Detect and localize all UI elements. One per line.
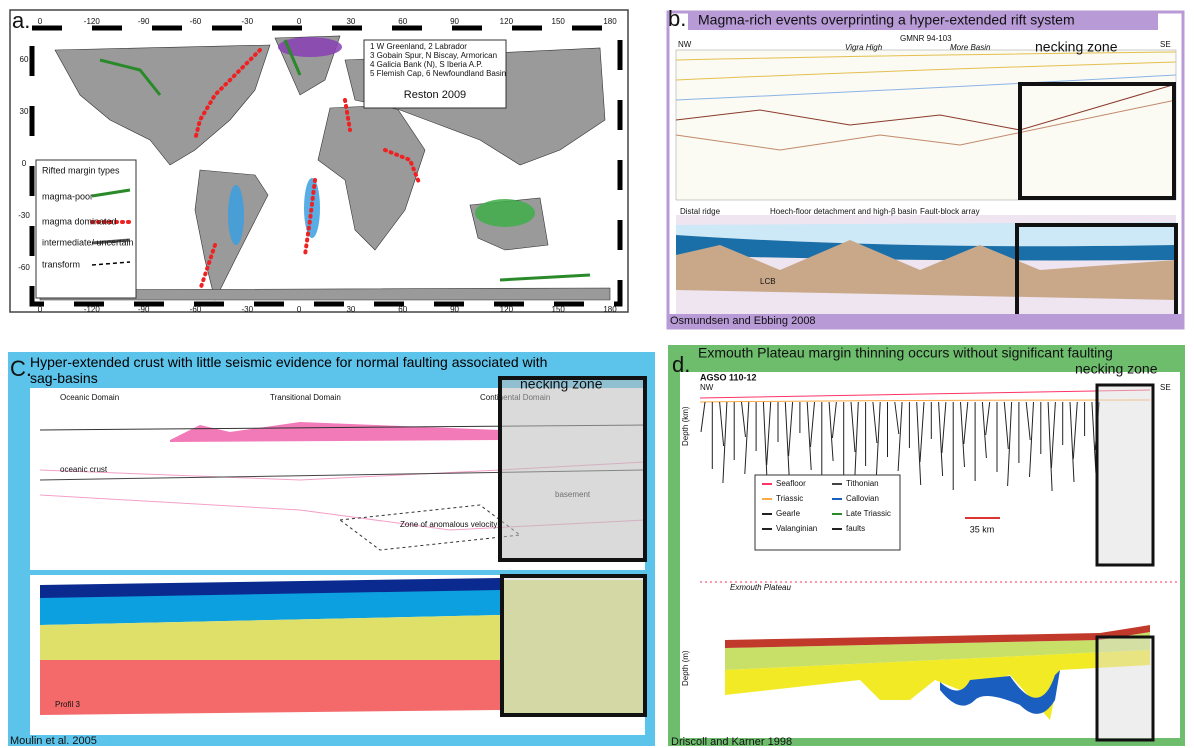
figure: 1 W Greenland, 2 Labrador 3 Gobain Spur,… [0, 0, 1194, 748]
label: Zone of anomalous velocity [400, 520, 497, 529]
lon-label: 60 [398, 17, 407, 26]
lon-label: 30 [346, 17, 355, 26]
shape [502, 576, 645, 715]
shape [40, 660, 500, 715]
legend-label: faults [846, 524, 865, 533]
lon-label: 180 [603, 305, 617, 314]
lon-label: 150 [552, 305, 566, 314]
label: Depth (km) [681, 406, 690, 446]
label: LCB [760, 277, 776, 286]
label: More Basin [950, 43, 991, 52]
label: Vigra High [845, 43, 883, 52]
legend-label: Triassic [776, 494, 803, 503]
label: 3 Gobain Spur, N Biscay, Armorican [370, 51, 497, 60]
label: Exmouth Plateau margin thinning occurs w… [698, 345, 1113, 361]
legend-label: Tithonian [846, 479, 879, 488]
label: intermediate/ uncertain [42, 237, 134, 247]
label: 35 km [970, 524, 995, 534]
lon-label: -120 [84, 305, 101, 314]
panel-c: C. Hyper-extended crust with little seis… [8, 352, 655, 747]
shape [475, 199, 535, 227]
lon-label: 120 [500, 305, 514, 314]
lat-label: 60 [20, 55, 29, 64]
label: Exmouth Plateau [730, 583, 791, 592]
shape [1097, 385, 1153, 565]
lat-label: 30 [20, 107, 29, 116]
label: Reston 2009 [404, 89, 466, 101]
label: C. [10, 356, 32, 381]
label: NW [678, 40, 692, 49]
shape [228, 185, 244, 245]
lat-label: -60 [18, 263, 30, 272]
label: Rifted margin types [42, 165, 120, 175]
lon-label: 30 [346, 305, 355, 314]
legend-label: Seafloor [776, 479, 806, 488]
label: Oceanic Domain [60, 393, 119, 402]
label: Depth (m) [681, 650, 690, 686]
lon-label: 0 [297, 305, 302, 314]
label: necking zone [1075, 361, 1158, 377]
panel-c-title: Hyper-extended crust with little seismic… [30, 354, 550, 388]
lon-label: -60 [190, 17, 202, 26]
label: necking zone [1035, 39, 1118, 55]
label: SE [1160, 40, 1171, 49]
label: Distal ridge [680, 207, 721, 216]
lon-label: -30 [241, 305, 253, 314]
label: Magma-rich events overprinting a hyper-e… [698, 12, 1075, 28]
label: AGSO 110-12 [700, 372, 757, 382]
lat-label: 0 [22, 159, 27, 168]
lon-label: 150 [552, 17, 566, 26]
lat-label: -30 [18, 211, 30, 220]
label: Transitional Domain [270, 393, 341, 402]
shape [500, 378, 645, 560]
panel-c-title-text: Hyper-extended crust with little seismic… [30, 354, 550, 386]
lon-label: 90 [450, 305, 459, 314]
lon-label: -60 [190, 305, 202, 314]
panel-d: d. Exmouth Plateau margin thinning occur… [668, 345, 1185, 748]
shape [36, 160, 136, 298]
lon-label: -120 [84, 17, 101, 26]
label: SE [1160, 383, 1171, 392]
label: Driscoll and Karner 1998 [671, 736, 792, 748]
shape [676, 50, 1176, 200]
panel-a: 1 W Greenland, 2 Labrador 3 Gobain Spur,… [10, 8, 628, 314]
shape [1097, 637, 1153, 740]
lon-label: -30 [241, 17, 253, 26]
label: oceanic crust [60, 465, 108, 474]
lon-label: 0 [38, 17, 43, 26]
lon-label: 0 [38, 305, 43, 314]
label: GMNR 94-103 [900, 34, 952, 43]
panel-b: Magma-rich events overprinting a hyper-e… [668, 6, 1183, 328]
lon-label: 180 [603, 17, 617, 26]
label: a. [12, 8, 30, 33]
label: 1 W Greenland, 2 Labrador [370, 42, 467, 51]
label: Osmundsen and Ebbing 2008 [670, 315, 816, 327]
label: 4 Galicia Bank (N), S Iberia A.P. [370, 60, 483, 69]
lon-label: 0 [297, 17, 302, 26]
label: Hoech-floor detachment and high-β basin [770, 207, 917, 216]
label: magma-poor [42, 191, 93, 201]
lon-label: 90 [450, 17, 459, 26]
label: Profil 3 [55, 700, 80, 709]
label: Moulin et al. 2005 [10, 735, 97, 747]
label: 5 Flemish Cap, 6 Newfoundland Basin [370, 69, 506, 78]
legend-label: Gearle [776, 509, 801, 518]
label: necking zone [520, 376, 603, 392]
label: b. [668, 6, 686, 31]
label: NW [700, 383, 714, 392]
lon-label: -90 [138, 17, 150, 26]
legend-label: Late Triassic [846, 509, 891, 518]
lon-label: 120 [500, 17, 514, 26]
legend-label: Callovian [846, 494, 879, 503]
label: transform [42, 259, 80, 269]
lon-label: 60 [398, 305, 407, 314]
label: Fault-block array [920, 207, 980, 216]
legend-label: Valanginian [776, 524, 817, 533]
label: magma dominated [42, 216, 117, 226]
lon-label: -90 [138, 305, 150, 314]
